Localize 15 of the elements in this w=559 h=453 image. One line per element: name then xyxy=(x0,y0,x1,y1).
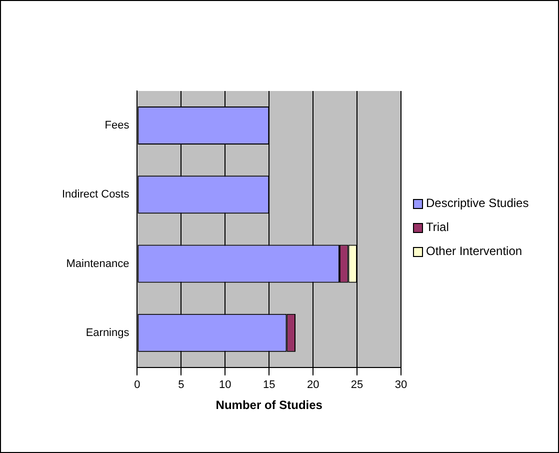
y-tick-label: Maintenance xyxy=(66,258,130,270)
x-tick-label: 30 xyxy=(394,379,408,392)
x-tick-label: 0 xyxy=(134,379,140,392)
y-tick-label: Indirect Costs xyxy=(62,188,130,201)
x-tick-label: 20 xyxy=(306,379,320,392)
legend-label: Descriptive Studies xyxy=(426,196,529,210)
y-tick-label: Earnings xyxy=(86,326,130,339)
x-tick-label: 5 xyxy=(178,379,184,392)
legend-label: Trial xyxy=(426,220,449,234)
x-tick-label: 10 xyxy=(219,379,232,392)
x-tick-label: 15 xyxy=(263,379,276,392)
y-tick-label: Fees xyxy=(104,120,130,132)
legend-label: Other Intervention xyxy=(426,244,522,258)
x-axis-title: Number of Studies xyxy=(216,398,323,412)
x-tick-label: 25 xyxy=(350,379,364,392)
